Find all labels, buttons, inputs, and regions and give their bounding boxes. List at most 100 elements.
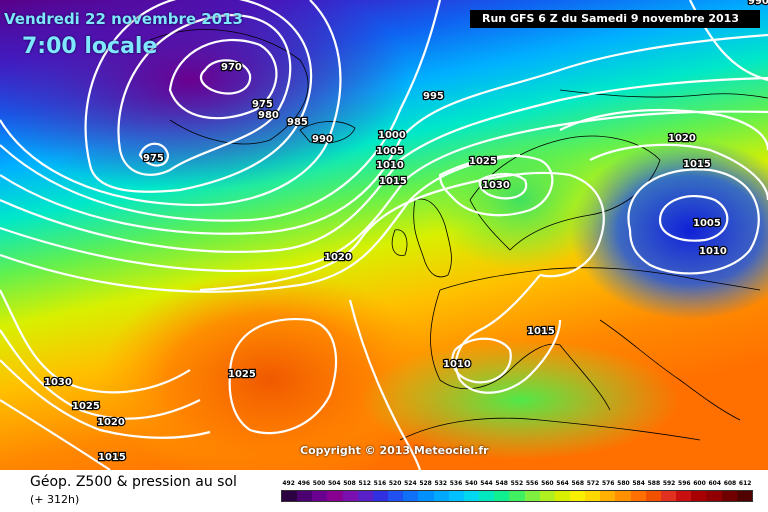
scale-swatch [282, 491, 298, 501]
scale-label: 524 [404, 480, 417, 487]
isobar-1010 [0, 110, 768, 273]
weather-map: 970 975 975 980 985 990 995 1000 1005 10… [0, 0, 768, 470]
isobar-1015 [0, 153, 521, 293]
scale-swatch [509, 491, 525, 501]
color-scale-bar [281, 490, 753, 502]
scale-swatch [721, 491, 737, 501]
isobar-labels: 970 975 975 980 985 990 995 1000 1005 10… [43, 0, 768, 464]
scale-swatch [327, 491, 343, 501]
scale-label: 548 [495, 480, 508, 487]
coast-british-isles [391, 198, 452, 278]
isobar-label-975: 975 [252, 99, 273, 110]
scale-label: 556 [525, 480, 539, 487]
isobar-label-1030w: 1030 [44, 377, 72, 388]
isobar-1015e [589, 143, 768, 201]
scale-swatch [630, 491, 646, 501]
scale-swatch [706, 491, 722, 501]
scale-label: 520 [388, 480, 402, 487]
scale-swatch [676, 491, 692, 501]
isobar-label-1005: 1005 [376, 146, 404, 157]
green-scandinavia-field [430, 130, 610, 270]
scale-label: 572 [586, 480, 600, 487]
scale-swatch [645, 491, 661, 501]
isobar-1020c [348, 299, 422, 470]
isobar-label-1015: 1015 [379, 176, 407, 187]
isobar-label-1010e: 1010 [699, 246, 727, 257]
scale-label: 532 [434, 480, 448, 487]
scale-swatch [600, 491, 616, 501]
scale-label: 604 [708, 480, 721, 487]
isobar-1020 [199, 171, 605, 292]
scale-label: 584 [632, 480, 645, 487]
scale-swatch [312, 491, 328, 501]
scale-label: 612 [738, 480, 752, 487]
scale-swatch [418, 491, 434, 501]
isobar-lines [0, 0, 768, 470]
isobar-1010e [627, 168, 760, 275]
scale-label: 492 [282, 480, 295, 487]
isobar-975b [138, 142, 170, 167]
product-title: Géop. Z500 & pression au sol [30, 474, 237, 490]
isobar-label-975b: 975 [143, 153, 164, 164]
scale-label: 592 [662, 480, 676, 487]
isobar-label-1000: 1000 [378, 130, 406, 141]
isobar-label-1020w: 1020 [97, 417, 125, 428]
scale-label: 596 [678, 480, 691, 487]
isobar-label-1010: 1010 [376, 160, 404, 171]
isobar-1015s [455, 274, 562, 394]
scale-label: 504 [328, 480, 341, 487]
forecast-date: Vendredi 22 novembre 2013 [4, 10, 243, 28]
isobar-1025w2 [0, 329, 201, 420]
isobar-1015w [0, 399, 111, 470]
scale-swatch [736, 491, 752, 501]
isobar-label-1025w2: 1025 [72, 401, 100, 412]
scale-label: 576 [601, 480, 615, 487]
scale-label: 540 [464, 480, 478, 487]
isobar-1020e [559, 108, 768, 151]
scale-swatch [539, 491, 555, 501]
scale-swatch [479, 491, 495, 501]
isobar-1030 [478, 172, 528, 200]
scale-swatch [660, 491, 677, 501]
isobar-990 [0, 0, 342, 207]
scale-swatch [357, 491, 373, 501]
isobar-1025w [228, 318, 338, 435]
scale-swatch [448, 491, 464, 501]
scale-label: 580 [617, 480, 630, 487]
isobar-label-1025: 1025 [469, 156, 497, 167]
isobar-1025 [438, 154, 554, 217]
isobar-label-985: 985 [287, 117, 308, 128]
scale-swatch [554, 491, 570, 501]
scale-swatch [297, 491, 313, 501]
scale-label: 500 [312, 480, 326, 487]
isobar-label-1020: 1020 [324, 252, 352, 263]
scale-label: 600 [693, 480, 706, 487]
scale-label: 568 [571, 480, 585, 487]
scale-label: 496 [297, 480, 311, 487]
scale-label: 544 [480, 480, 493, 487]
isobar-label-990: 990 [312, 134, 333, 145]
coast-iceland [299, 121, 356, 144]
scale-swatch [569, 491, 586, 501]
scale-label: 588 [647, 480, 661, 487]
isobar-label-980: 980 [258, 110, 279, 121]
isobar-1020w [0, 359, 211, 439]
scale-swatch [494, 491, 510, 501]
green-mediterranean-field [360, 340, 680, 460]
scale-label: 560 [541, 480, 554, 487]
scale-label: 608 [723, 480, 737, 487]
coast-continent [430, 267, 761, 421]
isobar-985 [84, 0, 313, 193]
isobar-label-970: 970 [221, 62, 242, 73]
scale-swatch [691, 491, 707, 501]
isobar-1010s [451, 337, 512, 384]
scale-label: 528 [419, 480, 432, 487]
isobar-label-1015w: 1015 [98, 452, 126, 463]
isobar-1030w [0, 289, 191, 394]
scale-label: 552 [510, 480, 524, 487]
scale-swatch [433, 491, 449, 501]
isobar-label-1025w: 1025 [228, 369, 256, 380]
coast-north-africa [399, 417, 701, 441]
isobar-label-995: 995 [423, 91, 444, 102]
scale-swatch [615, 491, 631, 501]
